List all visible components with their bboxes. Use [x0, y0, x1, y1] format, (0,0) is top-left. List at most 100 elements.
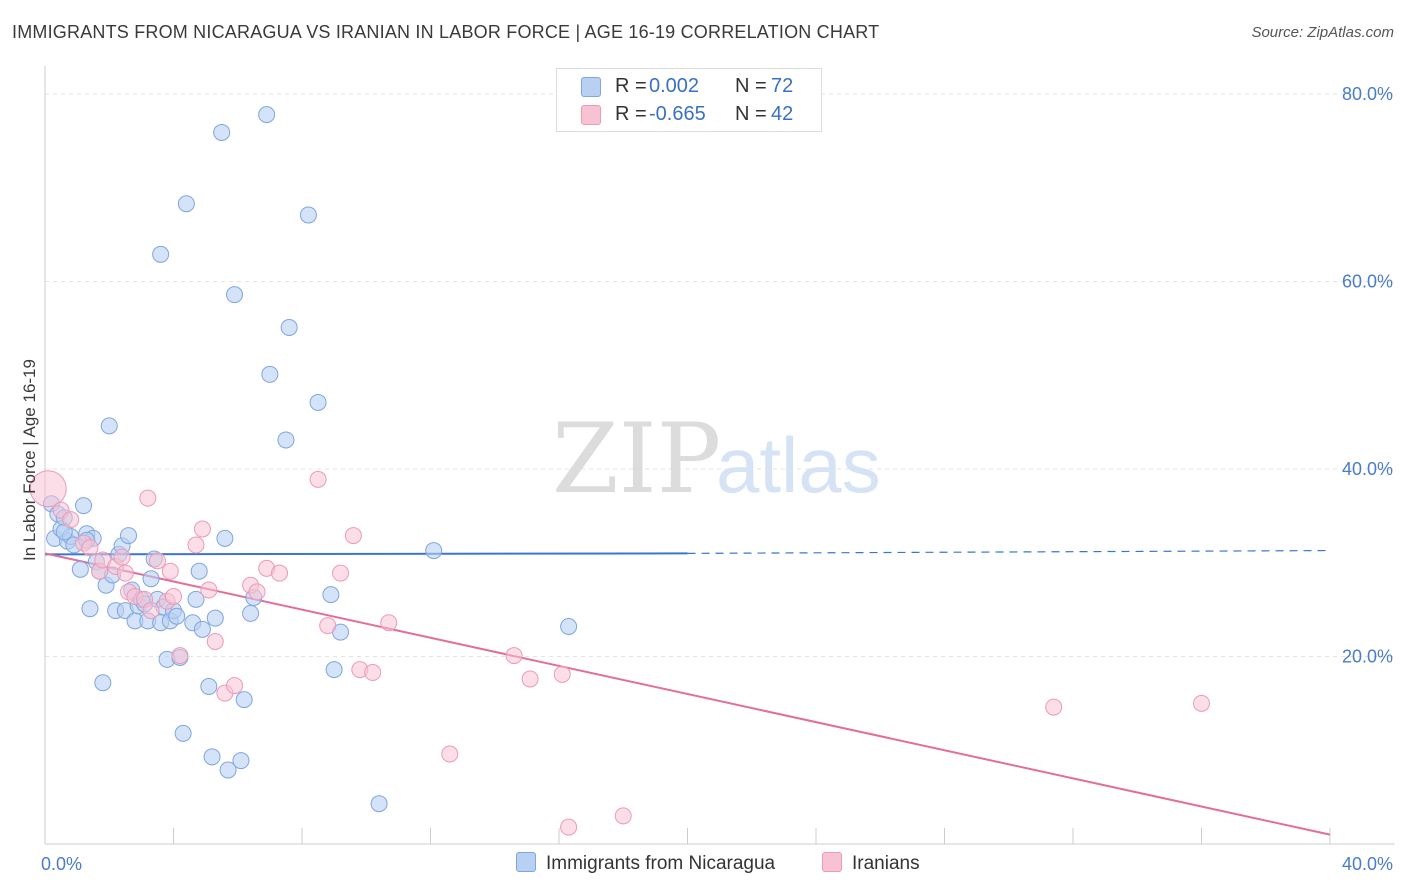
point-iranians [614, 807, 632, 825]
point-iranians [380, 614, 398, 632]
point-nicaragua [152, 245, 170, 263]
legend-r-label: R = [615, 75, 647, 97]
point-nicaragua [75, 497, 93, 515]
legend-row-iranians: R = -0.665 N = 42 [557, 101, 821, 129]
point-iranians [193, 520, 211, 538]
y-tick-label: 40.0% [1342, 459, 1393, 479]
point-nicaragua [258, 106, 276, 124]
legend-n-label: N = [735, 103, 767, 125]
point-iranians [553, 665, 571, 683]
y-tick-label: 80.0% [1342, 84, 1393, 104]
legend-swatch-blue [581, 77, 601, 97]
point-iranians [81, 539, 99, 557]
point-iranians [116, 564, 134, 582]
legend-swatch-pink [581, 105, 601, 125]
point-iranians [139, 489, 157, 507]
point-nicaragua [206, 609, 224, 627]
legend-r-value: -0.665 [649, 103, 706, 125]
x-tick-label: 40.0% [1342, 854, 1393, 874]
point-iranians [344, 527, 362, 545]
bottom-swatch-blue [516, 852, 536, 872]
trend-line-nicaragua-dashed [687, 549, 1331, 554]
point-iranians [200, 581, 218, 599]
legend-n-label: N = [735, 75, 767, 97]
point-nicaragua [235, 691, 253, 709]
point-iranians [62, 511, 80, 529]
point-iranians [521, 670, 539, 688]
tick-labels: 20.0% 40.0% 60.0% 80.0% 0.0% 40.0% [41, 84, 1393, 874]
chart-title: IMMIGRANTS FROM NICARAGUA VS IRANIAN IN … [12, 22, 880, 42]
y-tick-label: 20.0% [1342, 647, 1393, 667]
point-iranians [206, 633, 224, 650]
point-nicaragua [425, 542, 443, 560]
point-iranians [165, 588, 182, 605]
point-nicaragua [370, 795, 388, 813]
point-iranians [113, 548, 131, 566]
point-nicaragua [187, 590, 205, 608]
x-tick-label: 0.0% [41, 854, 82, 874]
point-nicaragua [309, 393, 327, 411]
point-nicaragua [219, 761, 237, 779]
bottom-swatch-pink [822, 852, 842, 872]
point-nicaragua [177, 195, 195, 213]
point-iranians [319, 617, 337, 635]
grid-lines [45, 93, 1395, 657]
point-nicaragua [560, 618, 578, 635]
point-iranians [1045, 698, 1063, 716]
point-nicaragua [94, 674, 112, 692]
point-nicaragua [299, 206, 317, 224]
point-iranians [271, 564, 289, 582]
source-label: Source: ZipAtlas.com [1251, 24, 1394, 41]
y-tick-label: 60.0% [1342, 272, 1393, 292]
point-iranians [1193, 694, 1210, 712]
point-nicaragua [226, 286, 244, 304]
point-iranians [560, 818, 578, 836]
point-iranians [364, 663, 382, 681]
y-axis-label: In Labor Force | Age 16-19 [20, 359, 39, 561]
bottom-legend-iranians: Iranians [822, 852, 920, 875]
axes [44, 66, 1395, 845]
points-nicaragua [42, 106, 578, 813]
points-iranians [29, 470, 1210, 836]
stats-legend: R = 0.002 N = 72 R = -0.665 N = 42 [556, 68, 822, 132]
point-nicaragua [193, 620, 211, 638]
point-nicaragua [168, 607, 186, 625]
point-iranians [187, 536, 205, 554]
point-iranians [332, 564, 350, 582]
point-iranians [29, 470, 67, 508]
trend-line-iranians [44, 552, 1331, 836]
point-iranians [309, 470, 327, 488]
point-nicaragua [120, 527, 138, 545]
point-nicaragua [216, 529, 234, 547]
watermark-atlas: atlas [716, 421, 881, 509]
point-nicaragua [142, 570, 160, 588]
point-nicaragua [242, 604, 260, 622]
point-nicaragua [200, 678, 218, 695]
bottom-legend-nicaragua: Immigrants from Nicaragua [516, 852, 775, 875]
legend-r-label: R = [615, 103, 647, 125]
legend-row-nicaragua: R = 0.002 N = 72 [557, 73, 821, 101]
point-iranians [505, 647, 523, 665]
point-nicaragua [277, 431, 295, 449]
bottom-legend-label: Immigrants from Nicaragua [546, 853, 776, 874]
point-iranians [226, 677, 244, 695]
point-nicaragua [81, 600, 99, 618]
trend-line-nicaragua [44, 552, 688, 556]
point-iranians [248, 583, 266, 601]
legend-n-value: 72 [771, 75, 794, 97]
bottom-legend-label: Iranians [852, 853, 920, 874]
point-nicaragua [322, 586, 340, 604]
point-iranians [148, 552, 166, 570]
legend-n-value: 42 [771, 103, 794, 125]
point-nicaragua [280, 318, 298, 336]
point-nicaragua [232, 752, 250, 770]
point-nicaragua [190, 562, 208, 580]
point-nicaragua [203, 748, 221, 766]
point-iranians [441, 745, 459, 763]
legend-r-value: 0.002 [649, 75, 700, 97]
point-nicaragua [325, 661, 343, 679]
point-iranians [142, 602, 160, 620]
point-nicaragua [261, 365, 279, 383]
watermark-zip: ZIP [552, 403, 721, 515]
